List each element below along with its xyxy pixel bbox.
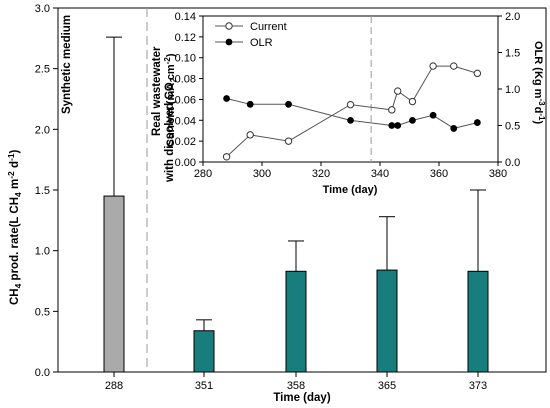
point-current xyxy=(429,62,437,70)
inset-left-tick-label: 0.04 xyxy=(175,115,196,127)
inset-left-tick-label: 0.06 xyxy=(175,94,196,106)
x-tick-label: 365 xyxy=(378,380,396,392)
x-tick-label: 351 xyxy=(195,380,213,392)
inset-right-tick-label: 0.0 xyxy=(505,157,520,169)
inset-right-tick-label: 2.0 xyxy=(505,11,520,23)
main-bar-chart: 0.0 0.5 1.0 1.5 2.0 2.5 3.0 288 351 358 365 373 Sy… xyxy=(6,3,547,404)
inset-right-axis-title: OLR (Kg m-3d-1) xyxy=(532,41,546,124)
point-current xyxy=(394,87,402,95)
bar-373 xyxy=(467,270,489,373)
y-title-sup: -1 xyxy=(6,153,16,161)
x-tick-label: 373 xyxy=(469,380,487,392)
legend-olr-label: OLR xyxy=(250,37,273,49)
point-olr xyxy=(388,122,396,129)
x-tick-label: 358 xyxy=(287,380,305,392)
inset-right-tick-label: 1.5 xyxy=(505,48,520,60)
right-title-part: OLR (Kg m xyxy=(532,41,544,99)
inset-plot-frame xyxy=(202,15,499,163)
dissolved-co2-text: with dissolved CO xyxy=(164,82,176,183)
inset-x-tick-label: 340 xyxy=(371,168,389,180)
y-title-part: m xyxy=(9,179,21,192)
inset-left-tick-label: 0.12 xyxy=(175,32,196,44)
y-tick-label: 2.0 xyxy=(35,124,50,136)
point-olr xyxy=(394,122,402,129)
inset-left-tick-label: 0.08 xyxy=(175,74,196,86)
right-title-part: d xyxy=(532,107,544,114)
inset-legend: Current OLR xyxy=(215,21,287,49)
y-tick-label: 1.5 xyxy=(35,185,50,197)
main-x-axis: 288 351 358 365 373 xyxy=(105,372,487,392)
point-olr xyxy=(246,100,254,108)
point-current xyxy=(388,106,396,114)
right-title-part: ) xyxy=(532,120,544,124)
y-tick-label: 0.5 xyxy=(35,306,50,318)
inset-line-chart: 280 300 320 340 360 3800.000.020.040.060.080.… xyxy=(163,11,546,196)
y-title-part: CH xyxy=(9,288,21,305)
real-wastewater-label: Real wastewater xyxy=(151,46,163,136)
y-tick-label: 3.0 xyxy=(35,3,50,15)
point-current xyxy=(284,137,293,145)
inset-left-tick-label: 0.14 xyxy=(175,11,196,23)
point-olr xyxy=(347,116,354,124)
left-title-part: ) xyxy=(165,53,177,57)
y-title-sub: 4 xyxy=(13,283,23,288)
left-title-sup: -2 xyxy=(163,57,172,65)
bar-358 xyxy=(285,270,307,373)
series-line-current xyxy=(226,65,478,158)
point-olr xyxy=(285,100,292,108)
real-wastewater-line1: Real wastewater xyxy=(151,46,163,136)
inset-x-tick-label: 300 xyxy=(253,168,271,180)
point-current xyxy=(408,97,417,106)
inset-axes: 280 300 320 340 360 380 0.00 0.02 0.04 0.06 0.08 0.… xyxy=(175,11,521,180)
point-current xyxy=(473,69,482,78)
point-current xyxy=(222,153,231,161)
point-olr xyxy=(223,95,231,102)
y-title-part: prod. rate(L CH xyxy=(9,197,21,284)
point-olr xyxy=(450,125,458,132)
left-title-part: Current (mA cm xyxy=(165,64,177,147)
legend-olr-marker xyxy=(225,38,233,46)
y-tick-label: 1.0 xyxy=(35,246,50,258)
inset-x-tick-label: 380 xyxy=(489,168,507,180)
point-current xyxy=(246,131,254,139)
inset-x-tick-label: 320 xyxy=(312,168,330,180)
legend-current-label: Current xyxy=(250,21,287,33)
x-tick-label: 288 xyxy=(105,380,123,392)
synthetic-medium-label: Synthetic medium xyxy=(61,15,73,114)
point-current xyxy=(450,62,458,70)
y-title-part: d xyxy=(9,161,21,171)
inset-right-tick-label: 0.5 xyxy=(505,121,520,133)
main-y-axis: 0.0 0.5 1.0 1.5 2.0 2.5 3.0 xyxy=(35,3,58,379)
point-olr xyxy=(473,119,481,126)
dissolved-co2-label: with dissolved CO2 xyxy=(164,77,178,183)
bar-351 xyxy=(193,330,215,373)
point-olr xyxy=(409,116,416,124)
y-title-part: ) xyxy=(9,149,21,153)
inset-left-axis-title: Current (mA cm-2) xyxy=(163,53,177,147)
inset-x-tick-label: 280 xyxy=(194,168,212,180)
inset-left-tick-label: 0.10 xyxy=(175,53,196,65)
dissolved-co2-subscript: 2 xyxy=(168,77,178,82)
right-title-sup: -1 xyxy=(537,113,546,121)
inset-left-tick-label: 0.00 xyxy=(175,157,196,169)
y-title-sup: -2 xyxy=(6,171,16,179)
point-current xyxy=(346,100,355,109)
inset-series-points xyxy=(222,62,482,161)
legend-current-marker xyxy=(225,22,233,30)
inset-x-axis-title: Time (day) xyxy=(323,184,378,196)
main-bars xyxy=(103,36,489,373)
y-tick-label: 0.0 xyxy=(35,367,50,379)
point-olr xyxy=(429,111,437,119)
inset-right-tick-label: 1.0 xyxy=(505,84,520,96)
main-y-axis-title: CH4 prod. rate(L CH4 m-2 d-1) xyxy=(6,149,23,305)
y-title-sub: 4 xyxy=(13,192,23,197)
right-title-sup: -3 xyxy=(537,98,546,106)
y-tick-label: 2.5 xyxy=(35,64,50,76)
bar-365 xyxy=(376,269,398,373)
bar-288 xyxy=(103,195,125,373)
inset-x-tick-label: 360 xyxy=(430,168,448,180)
inset-left-tick-label: 0.02 xyxy=(175,136,196,148)
main-x-axis-title: Time (day) xyxy=(273,392,330,404)
